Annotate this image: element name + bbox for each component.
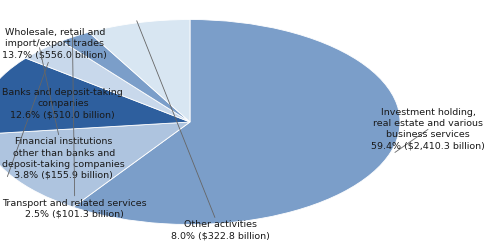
Wedge shape: [62, 32, 190, 122]
Wedge shape: [26, 41, 190, 122]
Text: Transport and related services
2.5% ($101.3 billion): Transport and related services 2.5% ($10…: [2, 35, 147, 219]
Text: Other activities
8.0% ($322.8 billion): Other activities 8.0% ($322.8 billion): [136, 21, 270, 240]
Text: Investment holding,
real estate and various
business services
59.4% ($2,410.3 bi: Investment holding, real estate and vari…: [371, 108, 485, 152]
Wedge shape: [0, 58, 190, 134]
Wedge shape: [89, 20, 190, 122]
Wedge shape: [0, 122, 190, 207]
Text: Financial institutions
other than banks and
deposit-taking companies
3.8% ($155.: Financial institutions other than banks …: [2, 48, 125, 180]
Wedge shape: [73, 20, 400, 224]
Text: Wholesale, retail and
import/export trades
13.7% ($556.0 billion): Wholesale, retail and import/export trad…: [2, 28, 108, 177]
Text: Banks and deposit-taking
companies
12.6% ($510.0 billion): Banks and deposit-taking companies 12.6%…: [0, 88, 123, 119]
